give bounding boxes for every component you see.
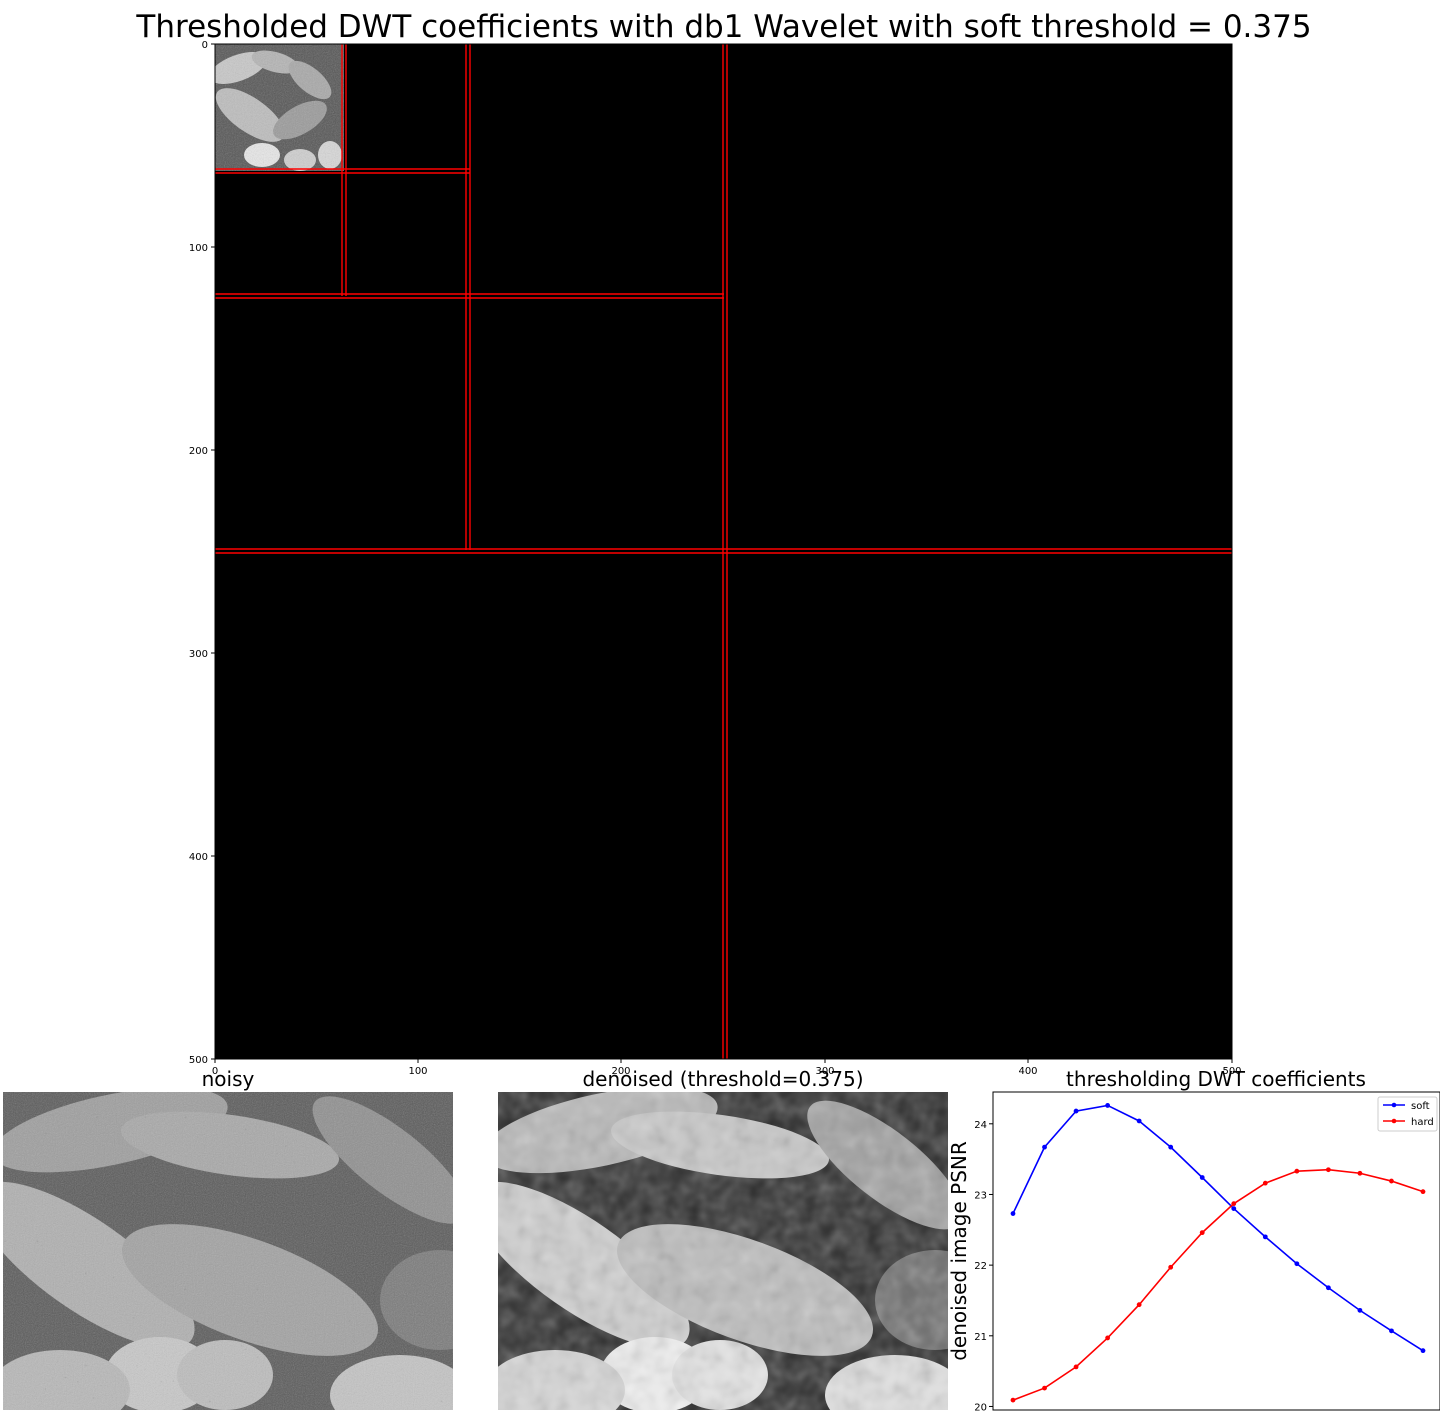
- data-point-hard: [1262, 1180, 1268, 1186]
- data-point-hard: [1168, 1264, 1174, 1270]
- coef-xtick: 300: [815, 1066, 834, 1077]
- coef-ytick: 500: [189, 1055, 208, 1066]
- chart-title: thresholding DWT coefficients: [1066, 1067, 1366, 1091]
- data-point-soft: [1199, 1175, 1205, 1180]
- chart-legend: soft hard: [1377, 1096, 1438, 1132]
- data-point-hard: [1199, 1230, 1205, 1236]
- coef-ytick: 0: [202, 40, 208, 51]
- data-point-hard: [1136, 1302, 1142, 1308]
- coef-ytick: 300: [189, 649, 208, 660]
- y-axis-label: denoised image PSNR: [947, 1141, 971, 1361]
- coef-x-axis: [214, 1059, 1233, 1063]
- data-point-hard: [1325, 1167, 1331, 1173]
- legend-label-hard: hard: [1411, 1117, 1434, 1128]
- coef-y-axis: [211, 43, 215, 1060]
- chart-frame: [992, 1091, 1440, 1411]
- data-point-hard: [1420, 1189, 1426, 1195]
- data-point-soft: [1231, 1206, 1237, 1211]
- subband-boundaries: [215, 44, 1232, 1059]
- data-point-soft: [1042, 1144, 1047, 1150]
- denoised-image: [498, 1092, 948, 1410]
- denoised-title: denoised (threshold=0.375): [582, 1067, 863, 1091]
- data-point-soft: [1105, 1103, 1111, 1108]
- data-point-hard: [1010, 1397, 1016, 1403]
- data-point-soft: [1136, 1118, 1142, 1124]
- coef-xtick: 0: [212, 1066, 218, 1077]
- y-tick-label: 22: [974, 1261, 987, 1272]
- coefficient-panel: 0 100 200 300 400 500 0 100 200 300 400 …: [189, 40, 1242, 1077]
- data-point-soft: [1325, 1285, 1331, 1291]
- approximation-thumbnail: [215, 44, 344, 171]
- legend-marker-hard: [1391, 1118, 1397, 1124]
- legend-marker-soft: [1391, 1102, 1397, 1108]
- figure-title: Thresholded DWT coefficients with db1 Wa…: [135, 9, 1311, 45]
- data-point-hard: [1105, 1335, 1111, 1341]
- data-point-soft: [1073, 1108, 1079, 1114]
- denoised-panel: denoised (threshold=0.375): [498, 1067, 948, 1410]
- data-point-soft: [1262, 1234, 1268, 1240]
- noisy-image: [3, 1092, 453, 1410]
- y-tick-label: 24: [974, 1120, 987, 1131]
- y-tick-label: 21: [974, 1332, 987, 1343]
- noisy-panel: noisy: [3, 1067, 453, 1410]
- series-line-hard: [1012, 1168, 1424, 1401]
- psnr-chart: thresholding DWT coefficients denoised i…: [947, 1067, 1440, 1413]
- data-point-soft: [1168, 1144, 1174, 1150]
- data-point-hard: [1073, 1364, 1079, 1370]
- data-point-hard: [1389, 1178, 1394, 1184]
- y-tick-label: 23: [974, 1190, 987, 1201]
- data-point-soft: [1010, 1211, 1016, 1216]
- data-point-hard: [1294, 1168, 1300, 1174]
- data-point-hard: [1357, 1170, 1363, 1176]
- data-point-soft: [1420, 1348, 1426, 1354]
- coef-ytick: 100: [189, 243, 208, 254]
- noisy-title: noisy: [202, 1067, 255, 1091]
- data-point-soft: [1357, 1307, 1363, 1313]
- series-line-soft: [1012, 1104, 1424, 1352]
- coef-ytick: 400: [189, 852, 208, 863]
- coef-ytick: 200: [189, 446, 208, 457]
- y-tick-label: 20: [974, 1402, 987, 1413]
- data-point-soft: [1389, 1328, 1394, 1334]
- coef-xtick: 500: [1222, 1066, 1241, 1077]
- data-point-hard: [1231, 1201, 1237, 1207]
- legend-label-soft: soft: [1411, 1101, 1430, 1112]
- data-point-soft: [1294, 1261, 1300, 1267]
- coef-xtick: 100: [408, 1066, 427, 1077]
- coef-xtick: 400: [1018, 1066, 1037, 1077]
- data-point-hard: [1042, 1385, 1047, 1391]
- coef-xtick: 200: [611, 1066, 630, 1077]
